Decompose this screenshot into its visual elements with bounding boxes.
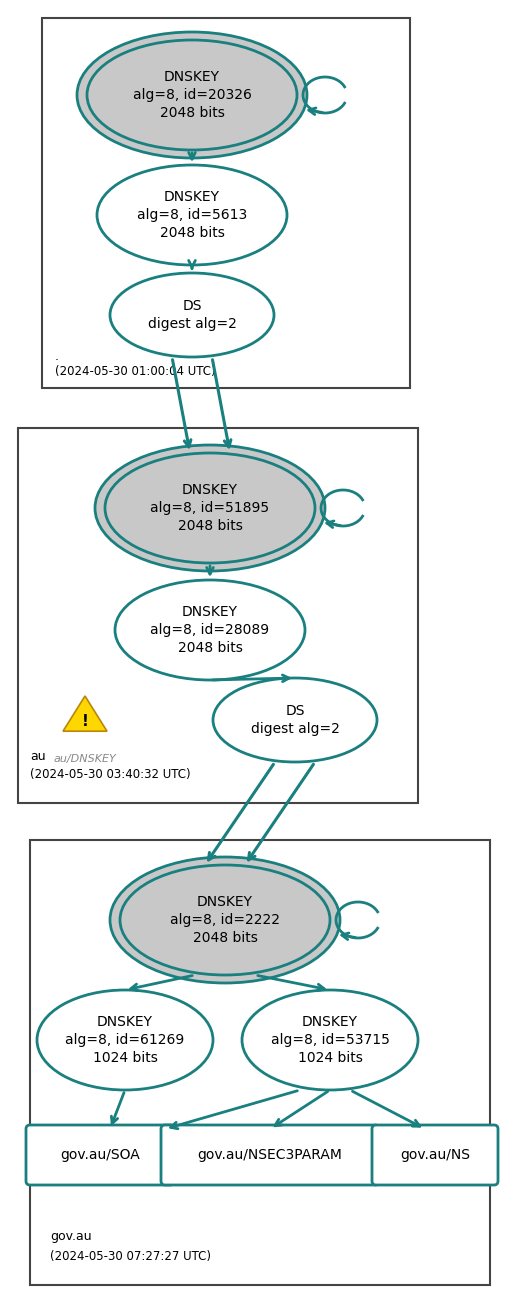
Text: (2024-05-30 01:00:04 UTC): (2024-05-30 01:00:04 UTC) bbox=[55, 365, 215, 378]
FancyBboxPatch shape bbox=[26, 1124, 174, 1185]
Text: !: ! bbox=[82, 715, 88, 729]
Text: (2024-05-30 07:27:27 UTC): (2024-05-30 07:27:27 UTC) bbox=[50, 1250, 211, 1263]
Ellipse shape bbox=[97, 165, 287, 265]
Ellipse shape bbox=[110, 857, 340, 983]
Text: DS
digest alg=2: DS digest alg=2 bbox=[251, 703, 339, 736]
Bar bbox=[18, 428, 418, 803]
Ellipse shape bbox=[242, 991, 418, 1090]
Text: au: au bbox=[30, 750, 46, 764]
Bar bbox=[30, 840, 490, 1284]
Text: au/DNSKEY: au/DNSKEY bbox=[54, 754, 117, 764]
Text: DNSKEY
alg=8, id=20326
2048 bits: DNSKEY alg=8, id=20326 2048 bits bbox=[132, 70, 252, 121]
Text: DNSKEY
alg=8, id=53715
1024 bits: DNSKEY alg=8, id=53715 1024 bits bbox=[270, 1014, 390, 1065]
Ellipse shape bbox=[87, 39, 297, 150]
Text: .: . bbox=[55, 350, 59, 363]
Text: gov.au: gov.au bbox=[50, 1231, 92, 1242]
Ellipse shape bbox=[213, 678, 377, 762]
Text: gov.au/NSEC3PARAM: gov.au/NSEC3PARAM bbox=[198, 1148, 343, 1162]
Ellipse shape bbox=[37, 991, 213, 1090]
FancyBboxPatch shape bbox=[161, 1124, 379, 1185]
Text: DNSKEY
alg=8, id=5613
2048 bits: DNSKEY alg=8, id=5613 2048 bits bbox=[137, 190, 247, 240]
Ellipse shape bbox=[115, 580, 305, 680]
Ellipse shape bbox=[77, 31, 307, 157]
FancyBboxPatch shape bbox=[372, 1124, 498, 1185]
Ellipse shape bbox=[95, 445, 325, 571]
Text: DS
digest alg=2: DS digest alg=2 bbox=[147, 299, 236, 331]
Text: DNSKEY
alg=8, id=51895
2048 bits: DNSKEY alg=8, id=51895 2048 bits bbox=[151, 483, 269, 534]
Text: DNSKEY
alg=8, id=28089
2048 bits: DNSKEY alg=8, id=28089 2048 bits bbox=[151, 605, 269, 656]
Text: DNSKEY
alg=8, id=61269
1024 bits: DNSKEY alg=8, id=61269 1024 bits bbox=[65, 1014, 185, 1065]
Ellipse shape bbox=[120, 865, 330, 975]
Text: gov.au/SOA: gov.au/SOA bbox=[60, 1148, 140, 1162]
Text: (2024-05-30 03:40:32 UTC): (2024-05-30 03:40:32 UTC) bbox=[30, 768, 190, 781]
Text: DNSKEY
alg=8, id=2222
2048 bits: DNSKEY alg=8, id=2222 2048 bits bbox=[170, 895, 280, 946]
Ellipse shape bbox=[110, 273, 274, 357]
Bar bbox=[42, 18, 410, 388]
Polygon shape bbox=[63, 695, 107, 731]
Text: gov.au/NS: gov.au/NS bbox=[400, 1148, 470, 1162]
Ellipse shape bbox=[105, 453, 315, 563]
